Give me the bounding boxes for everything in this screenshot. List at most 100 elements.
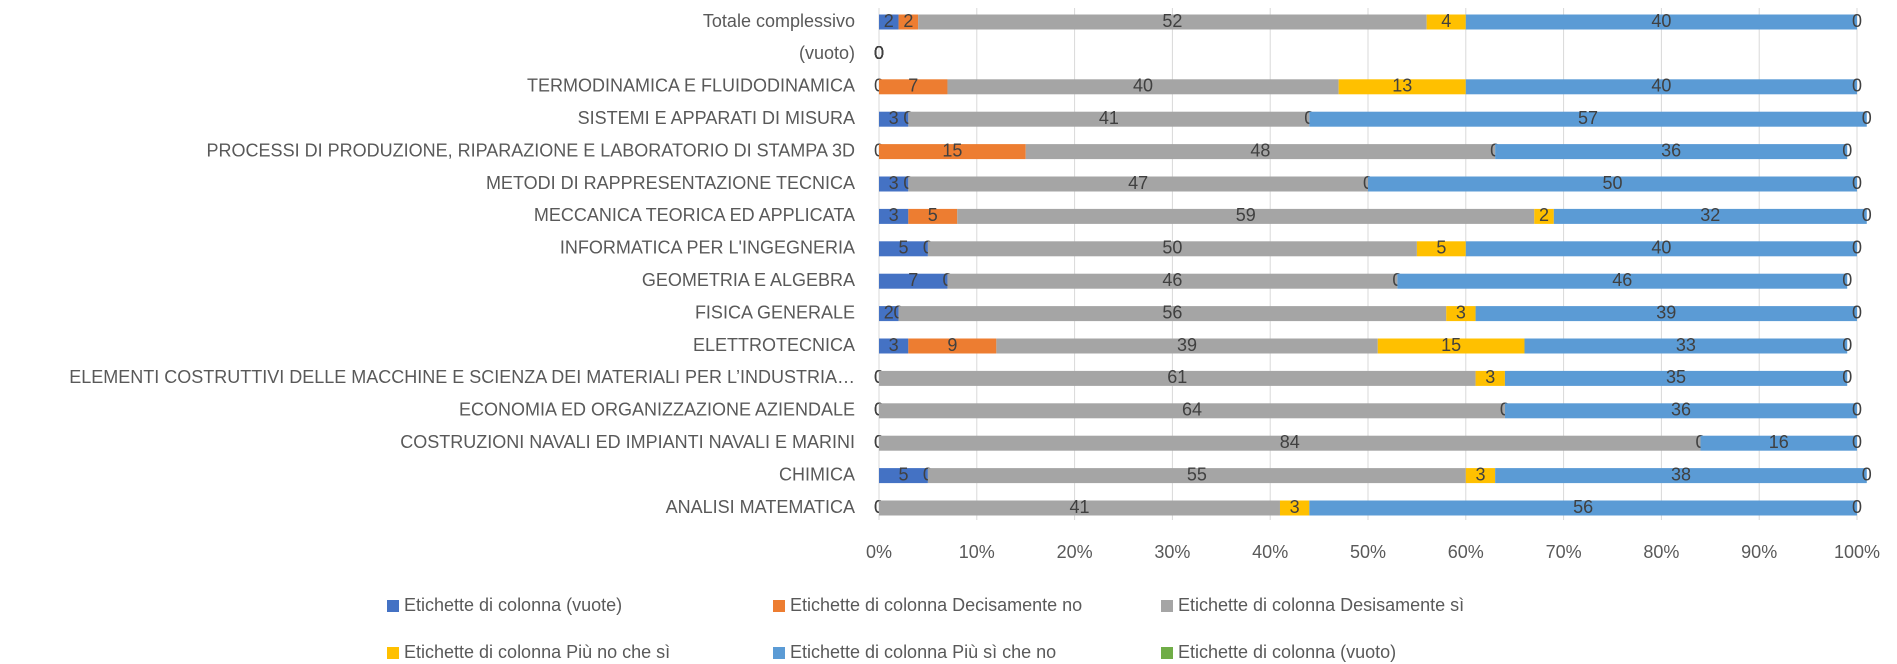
legend-label: Etichette di colonna (vuoto) — [1178, 642, 1396, 662]
bar-segment — [1700, 435, 1857, 451]
data-label: 46 — [1162, 270, 1182, 290]
bar-segment — [1025, 144, 1496, 160]
data-label: 38 — [1671, 464, 1691, 484]
data-label: 0 — [1842, 140, 1852, 160]
data-label: 40 — [1133, 76, 1153, 96]
category-label: MECCANICA TEORICA ED APPLICATA — [534, 205, 855, 225]
category-label: ELETTROTECNICA — [693, 335, 855, 355]
data-label: 5 — [898, 238, 908, 258]
x-tick-label: 10% — [959, 542, 995, 562]
category-label: TERMODINAMICA E FLUIDODINAMICA — [527, 76, 855, 96]
x-tick-label: 100% — [1834, 542, 1880, 562]
data-label: 2 — [903, 11, 913, 31]
data-label: 0 — [874, 43, 884, 63]
data-label: 0 — [1852, 497, 1862, 517]
bar-segment — [1279, 500, 1310, 516]
data-label: 0 — [874, 43, 884, 63]
legend-label: Etichette di colonna Più sì che no — [790, 642, 1056, 662]
data-label: 0 — [1862, 464, 1872, 484]
bar-segment — [879, 208, 909, 224]
bar-segment — [908, 176, 1368, 192]
bar-segment — [879, 111, 909, 127]
legend-swatch — [773, 600, 785, 612]
bar-segment — [879, 306, 899, 322]
bar-segment — [879, 176, 909, 192]
bar-segment — [1377, 338, 1525, 354]
bar-segment — [1465, 241, 1857, 257]
data-label: 5 — [928, 205, 938, 225]
data-label: 64 — [1182, 400, 1202, 420]
data-label: 50 — [1602, 173, 1622, 193]
bar-segment — [1416, 241, 1466, 257]
data-label: 15 — [1441, 335, 1461, 355]
data-label: 39 — [1177, 335, 1197, 355]
data-label: 0 — [1852, 432, 1862, 452]
bar-segment — [1495, 468, 1867, 484]
data-label: 5 — [1436, 238, 1446, 258]
bar-segment — [879, 273, 948, 289]
bar-segment — [879, 435, 1701, 451]
bar-segment — [996, 338, 1378, 354]
bar-segment — [1504, 403, 1857, 419]
bar-segment — [1465, 79, 1857, 95]
bar-segment — [947, 79, 1339, 95]
data-label: 0 — [874, 43, 884, 63]
bar-segment — [908, 338, 997, 354]
bar-segment — [1534, 208, 1554, 224]
data-label: 0 — [1852, 400, 1862, 420]
bar-segment — [1524, 338, 1848, 354]
legend-swatch — [387, 600, 399, 612]
bar-segment — [898, 306, 1447, 322]
legend-label: Etichette di colonna (vuote) — [404, 595, 622, 615]
x-tick-label: 30% — [1154, 542, 1190, 562]
bar-segment — [1338, 79, 1466, 95]
data-label: 9 — [947, 335, 957, 355]
data-label: 35 — [1666, 367, 1686, 387]
data-label: 5 — [898, 464, 908, 484]
bar-segment — [1475, 306, 1857, 322]
bar-segment — [1397, 273, 1848, 289]
data-label: 40 — [1651, 11, 1671, 31]
data-label: 4 — [1441, 11, 1451, 31]
data-label: 55 — [1187, 464, 1207, 484]
bar-segment — [908, 208, 958, 224]
category-label: SISTEMI E APPARATI DI MISURA — [578, 108, 855, 128]
data-label: 56 — [1162, 302, 1182, 322]
bar-segment — [1465, 14, 1857, 30]
data-label: 3 — [889, 335, 899, 355]
data-label: 2 — [1539, 205, 1549, 225]
bar-segment — [879, 370, 1476, 386]
bar-segment — [879, 144, 1026, 160]
bar-segment — [947, 273, 1398, 289]
bar-segment — [879, 79, 948, 95]
category-label: Totale complessivo — [703, 11, 855, 31]
data-label: 0 — [874, 43, 884, 63]
bar-segment — [1368, 176, 1857, 192]
data-label: 48 — [1250, 140, 1270, 160]
data-label: 16 — [1769, 432, 1789, 452]
bar-segment — [908, 111, 1310, 127]
data-label: 0 — [874, 43, 884, 63]
data-label: 3 — [1485, 367, 1495, 387]
bar-segment — [879, 241, 928, 257]
data-label: 0 — [874, 43, 884, 63]
bar-segment — [879, 500, 1280, 516]
data-label: 59 — [1236, 205, 1256, 225]
data-label: 36 — [1661, 140, 1681, 160]
data-label: 3 — [1456, 302, 1466, 322]
data-label: 84 — [1280, 432, 1300, 452]
data-label: 15 — [942, 140, 962, 160]
bar-segment — [879, 403, 1505, 419]
data-label: 57 — [1578, 108, 1598, 128]
data-label: 0 — [1862, 108, 1872, 128]
data-label: 39 — [1656, 302, 1676, 322]
data-label: 13 — [1392, 76, 1412, 96]
bar-segment — [1446, 306, 1476, 322]
bar-segment — [957, 208, 1535, 224]
data-label: 56 — [1573, 497, 1593, 517]
bar-segment — [898, 14, 919, 30]
legend-swatch — [1161, 600, 1173, 612]
bar-segment — [879, 338, 909, 354]
x-tick-label: 60% — [1448, 542, 1484, 562]
